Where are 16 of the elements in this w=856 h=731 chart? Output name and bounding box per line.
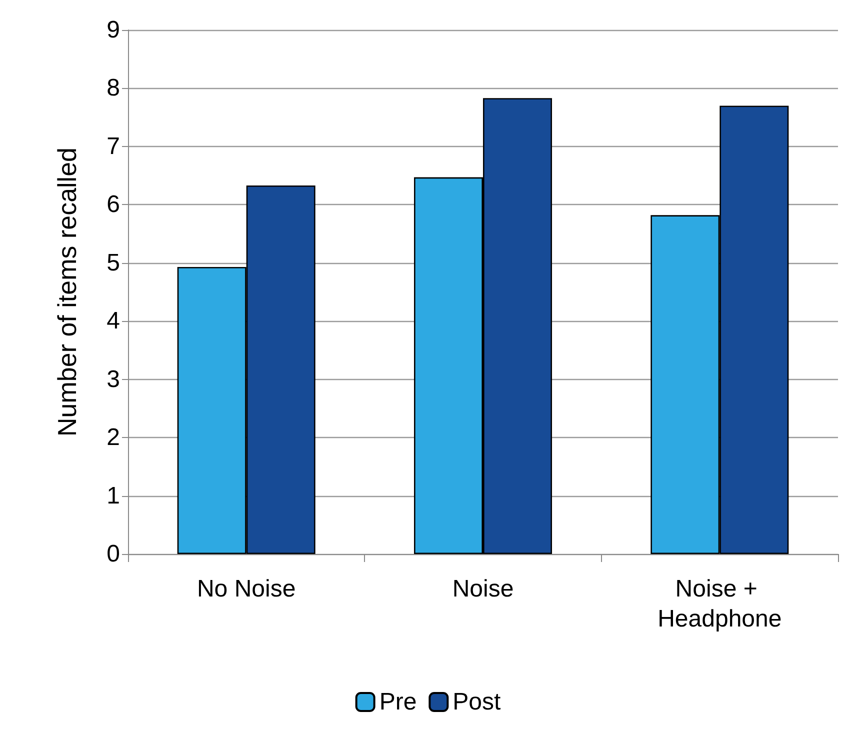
x-tick-label: Noise [452, 576, 514, 602]
y-tick-label: 7 [106, 132, 120, 160]
y-tick-label: 8 [106, 74, 120, 102]
y-tick-label: 0 [106, 540, 120, 568]
legend-label: Post [452, 688, 502, 716]
y-tick-label: 2 [106, 424, 120, 452]
x-tick-label: Noise + Headphone [658, 576, 782, 632]
y-axis-title: Number of items recalled [52, 148, 82, 436]
y-tick-label: 4 [106, 308, 120, 335]
y-tick-label: 6 [106, 191, 120, 218]
y-tick-label: 9 [106, 16, 120, 44]
y-tick-label: 3 [106, 366, 120, 393]
y-tick-label: 5 [106, 249, 120, 276]
x-tick-label: No Noise [196, 576, 296, 602]
legend-label: Pre [379, 688, 417, 716]
y-tick-label: 1 [106, 482, 120, 510]
